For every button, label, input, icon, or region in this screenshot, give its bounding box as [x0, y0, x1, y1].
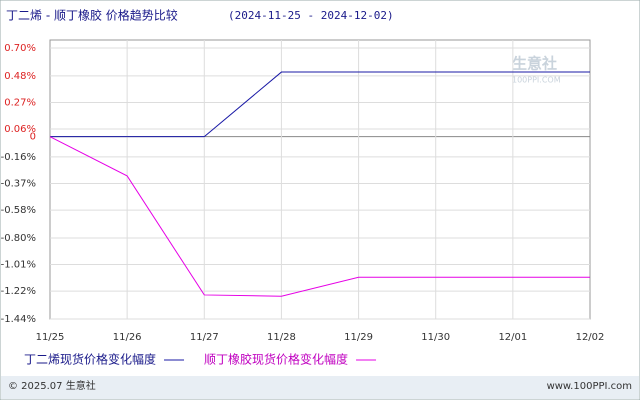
legend-label: 顺丁橡胶现货价格变化幅度: [204, 352, 348, 367]
legend-label: 丁二烯现货价格变化幅度: [24, 352, 156, 367]
footer-left: © 2025.07 生意社: [8, 379, 96, 392]
x-tick-label: 11/28: [267, 332, 296, 343]
x-tick-label: 12/02: [576, 332, 605, 343]
watermark: 生意社: [512, 55, 557, 73]
x-tick-label: 11/30: [421, 332, 450, 343]
y-tick-label: 0.70%: [4, 43, 36, 54]
y-tick-label: 0.06%: [4, 124, 36, 135]
footer-band: [1, 376, 639, 399]
x-tick-label: 11/27: [190, 332, 219, 343]
y-tick-label: -1.22%: [1, 286, 36, 297]
watermark: 100PPI.COM: [512, 76, 561, 85]
y-tick-label: -0.58%: [1, 205, 36, 216]
y-tick-label: -0.37%: [1, 179, 36, 190]
series-line: [50, 71, 590, 138]
y-tick-label: 0: [30, 132, 36, 143]
x-tick-label: 11/25: [36, 332, 65, 343]
footer-right: www.100PPI.com: [547, 381, 632, 392]
series-line: [49, 136, 590, 297]
chart-title: 丁二烯 - 顺丁橡胶 价格趋势比较: [6, 8, 178, 23]
y-tick-label: -0.16%: [1, 152, 36, 163]
x-tick-label: 12/01: [498, 332, 527, 343]
y-tick-label: -1.01%: [1, 260, 36, 271]
x-tick-label: 11/26: [113, 332, 142, 343]
chart-subtitle: (2024-11-25 - 2024-12-02): [228, 9, 394, 22]
y-tick-label: -0.80%: [1, 233, 36, 244]
y-tick-label: -1.44%: [1, 314, 36, 325]
y-tick-label: 0.48%: [4, 71, 36, 82]
y-tick-label: 0.27%: [4, 97, 36, 108]
x-tick-label: 11/29: [344, 332, 373, 343]
